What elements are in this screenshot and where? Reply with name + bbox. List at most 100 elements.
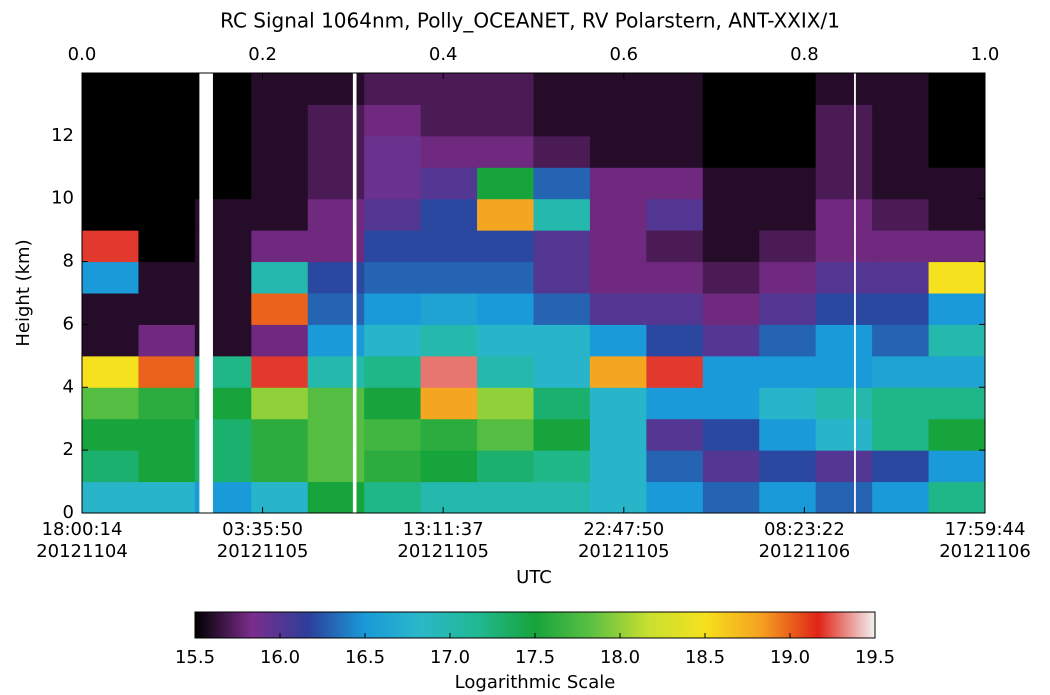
heatmap-cell <box>364 481 422 514</box>
heatmap-cell <box>533 261 591 294</box>
heatmap-cell <box>477 230 534 263</box>
heatmap-cell <box>589 104 647 137</box>
colorbar-tick-label: 18.5 <box>685 647 725 668</box>
heatmap-cell <box>646 135 704 168</box>
heatmap-cell <box>759 418 817 451</box>
heatmap-cell <box>82 104 139 137</box>
heatmap-cell <box>759 167 817 200</box>
heatmap-cell <box>589 355 647 388</box>
heatmap-cell <box>872 104 930 137</box>
heatmap-cell <box>533 135 591 168</box>
x-tick-sublabel: 20121105 <box>578 541 670 562</box>
heatmap-cell <box>702 450 760 483</box>
colorbar-tick-label: 16.5 <box>345 647 385 668</box>
y-tick-label: 8 <box>63 251 74 272</box>
heatmap-cell <box>928 198 986 231</box>
heatmap-cell <box>138 167 196 200</box>
heatmap-cell <box>589 198 647 231</box>
heatmap-cell <box>815 387 873 420</box>
heatmap-cell <box>589 293 647 325</box>
no-data-gap <box>854 73 856 513</box>
heatmap-cell <box>138 418 196 451</box>
heatmap-cell <box>251 481 309 514</box>
x-tick-sublabel: 20121104 <box>36 541 128 562</box>
colorbar-tick-label: 15.5 <box>175 647 215 668</box>
heatmap-cell <box>702 481 760 514</box>
chart-title: RC Signal 1064nm, Polly_OCEANET, RV Pola… <box>220 9 840 33</box>
heatmap-cell <box>646 73 704 105</box>
heatmap-cell <box>589 450 647 483</box>
heatmap-cell <box>533 230 591 263</box>
heatmap-cell <box>477 73 534 105</box>
heatmap-cell <box>589 481 647 514</box>
heatmap-cell <box>646 104 704 137</box>
heatmap-cell <box>477 167 534 200</box>
heatmap-cell <box>420 387 478 420</box>
heatmap-cell <box>364 324 422 357</box>
heatmap-cell <box>702 135 760 168</box>
heatmap-cell <box>251 355 309 388</box>
heatmap-cell <box>138 481 196 514</box>
x-tick-sublabel: 20121106 <box>759 541 851 562</box>
colorbar-tick-label: 16.0 <box>260 647 300 668</box>
heatmap-cell <box>646 418 704 451</box>
heatmap-cell <box>815 73 873 105</box>
heatmap-cell <box>477 104 534 137</box>
x-tick-label: 13:11:37 <box>403 519 484 540</box>
heatmap-cell <box>420 167 478 200</box>
heatmap-cell <box>928 324 986 357</box>
x-tick-label: 18:00:14 <box>42 519 123 540</box>
x-tick-sublabel: 20121105 <box>217 541 309 562</box>
heatmap-cell <box>420 261 478 294</box>
x-axis-label: UTC <box>516 567 552 588</box>
heatmap-cell <box>364 167 422 200</box>
heatmap-cell <box>477 481 534 514</box>
heatmap-cell <box>364 73 422 105</box>
heatmap-cell <box>420 355 478 388</box>
heatmap-cell <box>138 261 196 294</box>
heatmap-cell <box>420 230 478 263</box>
heatmap-cell <box>815 355 873 388</box>
heatmap-cell <box>759 293 817 325</box>
heatmap-cell <box>589 167 647 200</box>
heatmap-cell <box>702 387 760 420</box>
heatmap-cell <box>251 230 309 263</box>
heatmap-cell <box>364 418 422 451</box>
heatmap-cell <box>533 355 591 388</box>
heatmap-cell <box>589 261 647 294</box>
y-tick-label: 4 <box>63 376 74 397</box>
heatmap-cell <box>928 387 986 420</box>
heatmap-cell <box>872 198 930 231</box>
x-tick-sublabel: 20121106 <box>939 541 1031 562</box>
heatmap-cell <box>477 293 534 325</box>
heatmap-cell <box>702 104 760 137</box>
heatmap-cell <box>815 418 873 451</box>
heatmap-cell <box>928 261 986 294</box>
heatmap-cell <box>872 418 930 451</box>
heatmap-cell <box>646 230 704 263</box>
heatmap-cell <box>477 198 534 231</box>
heatmap-cell <box>759 261 817 294</box>
heatmap-cell <box>477 324 534 357</box>
heatmap-cell <box>928 73 986 105</box>
colorbar-tick-label: 19.5 <box>855 647 895 668</box>
heatmap-cell <box>82 481 139 514</box>
heatmap-cell <box>815 104 873 137</box>
heatmap-cell <box>364 104 422 137</box>
heatmap-cell <box>646 324 704 357</box>
heatmap-cell <box>420 104 478 137</box>
heatmap-cell <box>82 230 139 263</box>
heatmap-cell <box>815 481 873 514</box>
heatmap-cell <box>138 198 196 231</box>
heatmap-cell <box>138 450 196 483</box>
heatmap-cell <box>138 104 196 137</box>
x-tick-label: 08:23:22 <box>764 519 845 540</box>
heatmap-cell <box>702 167 760 200</box>
heatmap-cell <box>82 355 139 388</box>
colorbar-tick-label: 18.0 <box>600 647 640 668</box>
y-axis-label: Height (km) <box>13 239 34 346</box>
heatmap-cell <box>872 324 930 357</box>
heatmap-cell <box>477 135 534 168</box>
heatmap-cell <box>928 135 986 168</box>
heatmap-cell <box>759 104 817 137</box>
